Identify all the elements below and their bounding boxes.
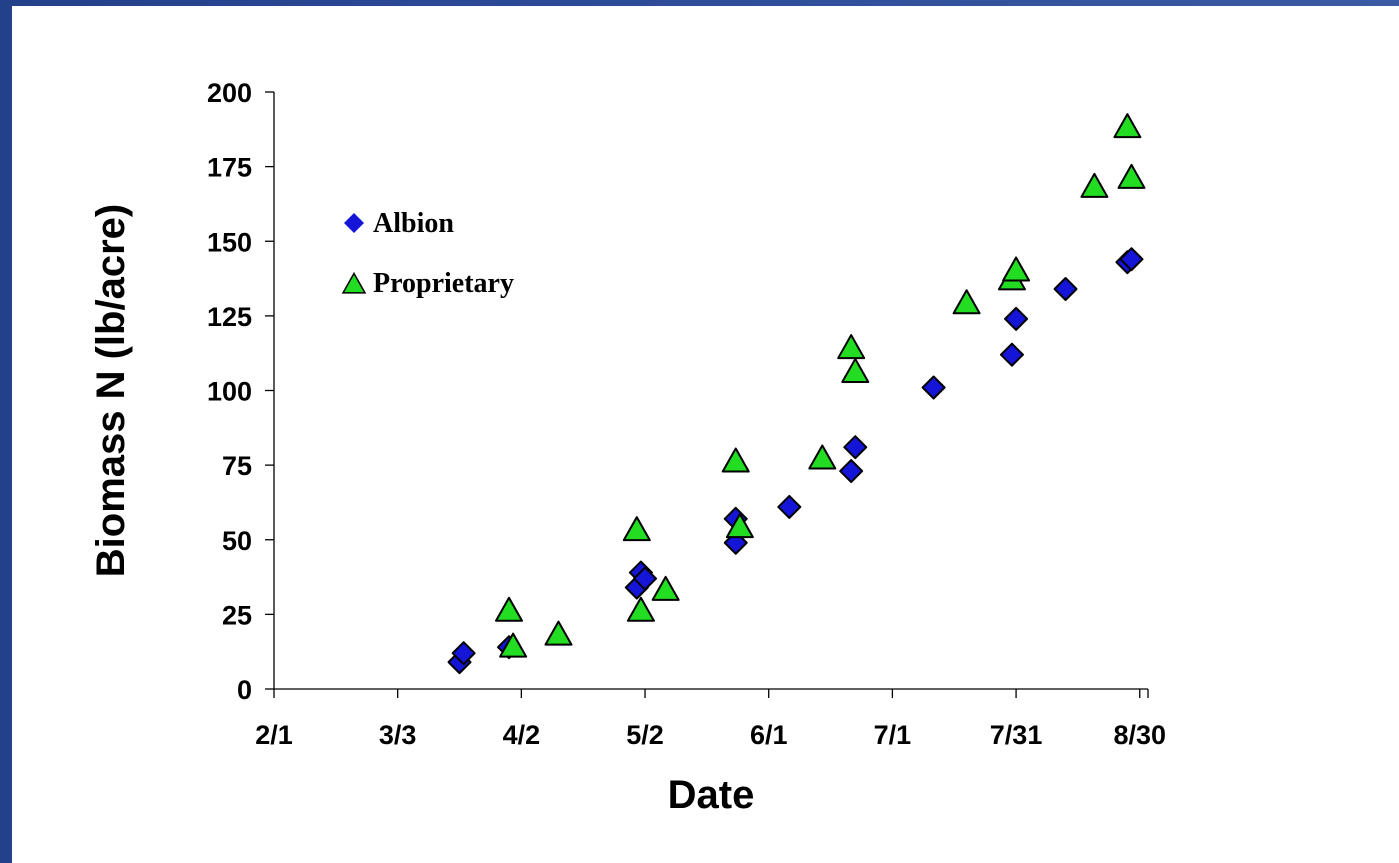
- scatter-chart: 0 25 50 75 100 125 150 175 200 2/1 3/3 4/2 5/2 6/1 7/…: [89, 78, 1166, 817]
- x-tick-label: 3/3: [379, 720, 417, 750]
- point-proprietary: [494, 596, 523, 622]
- point-proprietary: [841, 357, 870, 383]
- y-tick-label: 200: [207, 78, 252, 108]
- point-albion: [451, 641, 476, 666]
- legend-marker-albion: [344, 213, 364, 233]
- point-albion: [999, 342, 1024, 367]
- slide-canvas: 0 25 50 75 100 125 150 175 200 2/1 3/3 4/2 5/2 6/1 7/…: [12, 6, 1399, 863]
- point-proprietary: [1080, 172, 1109, 198]
- point-proprietary: [499, 632, 528, 658]
- point-proprietary: [622, 516, 651, 542]
- point-albion: [843, 435, 868, 460]
- y-tick-label: 125: [207, 302, 252, 332]
- x-tick-label: 4/2: [503, 720, 541, 750]
- point-proprietary: [651, 575, 680, 601]
- point-albion: [1053, 277, 1078, 302]
- point-albion: [777, 494, 802, 519]
- x-axis-title: Date: [668, 773, 755, 817]
- legend-label-proprietary: Proprietary: [373, 268, 514, 299]
- point-proprietary: [1002, 256, 1031, 282]
- point-proprietary: [808, 444, 837, 470]
- point-proprietary: [837, 334, 866, 360]
- point-albion: [921, 375, 946, 400]
- x-tick-label: 8/30: [1113, 720, 1166, 750]
- point-albion: [1004, 306, 1029, 331]
- legend-item-albion: Albion: [344, 208, 454, 239]
- legend-item-proprietary: Proprietary: [341, 268, 514, 299]
- y-tick-label: 175: [207, 153, 252, 183]
- point-proprietary: [725, 513, 754, 539]
- y-tick-label: 150: [207, 227, 252, 257]
- point-albion: [839, 459, 864, 484]
- point-proprietary: [721, 447, 750, 473]
- point-proprietary: [1113, 113, 1142, 139]
- x-tick-label: 7/1: [874, 720, 912, 750]
- data-points: [447, 113, 1146, 675]
- y-tick-label: 50: [222, 526, 252, 556]
- legend: Albion Proprietary: [341, 208, 514, 299]
- y-tick-label: 75: [222, 451, 252, 481]
- x-axis: 2/1 3/3 4/2 5/2 6/1 7/1 7/31 8/30: [255, 688, 1166, 750]
- legend-label-albion: Albion: [373, 208, 454, 239]
- y-axis-title: Biomass N (lb/acre): [89, 204, 133, 577]
- point-proprietary: [1117, 163, 1146, 189]
- x-tick-label: 5/2: [626, 720, 664, 750]
- y-axis: 0 25 50 75 100 125 150 175 200: [207, 78, 275, 705]
- point-proprietary: [544, 620, 573, 646]
- x-tick-label: 6/1: [750, 720, 788, 750]
- y-tick-label: 100: [207, 377, 252, 407]
- point-albion: [633, 566, 658, 591]
- point-albion: [1119, 247, 1144, 272]
- x-tick-label: 2/1: [255, 720, 293, 750]
- legend-marker-proprietary: [341, 271, 367, 294]
- y-tick-label: 25: [222, 600, 252, 630]
- point-proprietary: [626, 596, 655, 622]
- x-tick-label: 7/31: [990, 720, 1043, 750]
- point-proprietary: [952, 289, 981, 315]
- y-tick-label: 0: [237, 675, 252, 705]
